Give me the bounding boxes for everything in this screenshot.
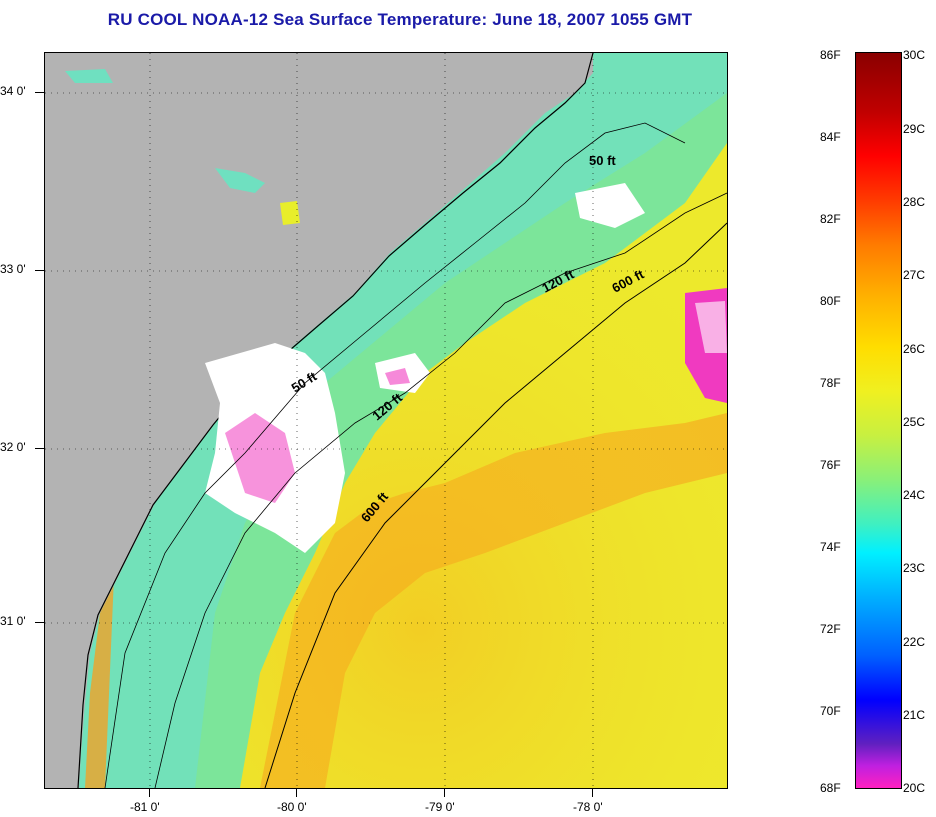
lon-label-78: -78 0' xyxy=(573,800,603,814)
temperature-colorbar xyxy=(855,52,902,789)
sst-map: 50 ft 120 ft 600 ft 50 ft 120 ft 600 ft xyxy=(44,52,728,789)
colorbar-label-78f: 78F xyxy=(820,376,841,390)
colorbar-label-70f: 70F xyxy=(820,704,841,718)
lon-label-81: -81 0' xyxy=(130,800,160,814)
colorbar-label-26c: 26C xyxy=(903,342,926,356)
map-title: RU COOL NOAA-12 Sea Surface Temperature:… xyxy=(107,10,693,29)
colorbar-label-24c: 24C xyxy=(903,488,926,502)
colorbar-label-29c: 29C xyxy=(903,122,926,136)
colorbar-label-30c: 30C xyxy=(903,48,926,62)
colorbar-label-72f: 72F xyxy=(820,622,841,636)
colorbar-label-23c: 23C xyxy=(903,561,926,575)
colorbar-label-22c: 22C xyxy=(903,635,926,649)
contour-50ft xyxy=(104,122,686,788)
colorbar-label-68f: 68F xyxy=(820,781,841,795)
contour-600ft xyxy=(264,222,727,788)
lon-label-80: -80 0' xyxy=(277,800,307,814)
colorbar-label-21c: 21C xyxy=(903,708,926,722)
lat-label-34: 34 0' xyxy=(0,84,26,98)
lat-label-33: 33 0' xyxy=(0,262,26,276)
lat-label-32: 32 0' xyxy=(0,440,26,454)
colorbar-label-76f: 76F xyxy=(820,458,841,472)
lat-lon-grid xyxy=(45,53,727,788)
sst-map-canvas: 50 ft 120 ft 600 ft 50 ft 120 ft 600 ft xyxy=(45,53,727,788)
lon-label-79: -79 0' xyxy=(425,800,455,814)
colorbar-label-86f: 86F xyxy=(820,48,841,62)
colorbar-label-84f: 84F xyxy=(820,130,841,144)
colorbar-label-74f: 74F xyxy=(820,540,841,554)
colorbar-label-20c: 20C xyxy=(903,781,926,795)
colorbar-label-27c: 27C xyxy=(903,268,926,282)
contour-120ft xyxy=(154,192,727,788)
lat-label-31: 31 0' xyxy=(0,614,26,628)
contour-label-50ft-north: 50 ft xyxy=(589,153,616,168)
colorbar-label-28c: 28C xyxy=(903,195,926,209)
colorbar-label-82f: 82F xyxy=(820,212,841,226)
colorbar-label-80f: 80F xyxy=(820,294,841,308)
colorbar-label-25c: 25C xyxy=(903,415,926,429)
land-mass xyxy=(45,53,593,788)
